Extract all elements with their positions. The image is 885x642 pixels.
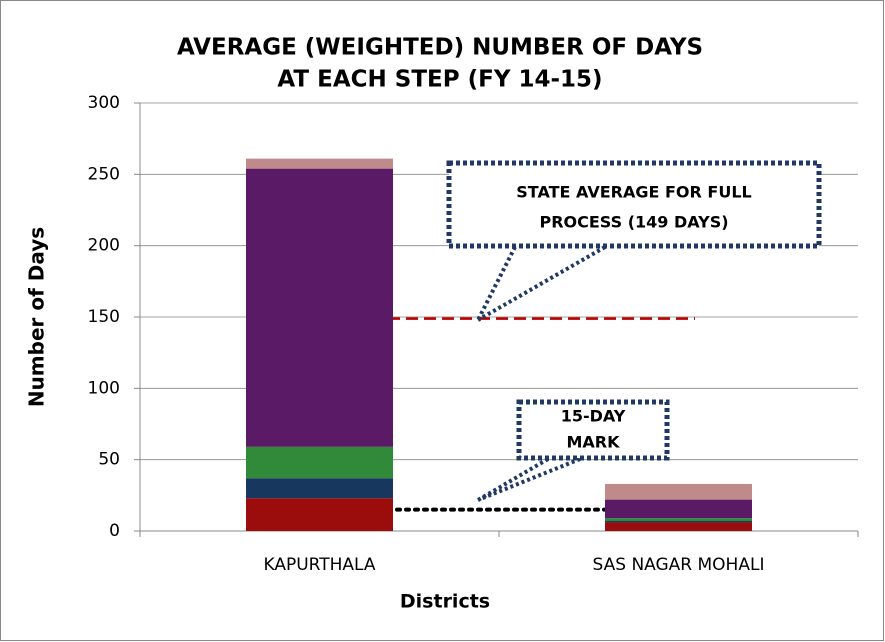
annotation-text: MARK (566, 433, 620, 452)
bar-segment (246, 498, 393, 531)
x-tick-label: SAS NAGAR MOHALI (593, 555, 765, 575)
bar-segment (605, 518, 752, 522)
annotation-text: STATE AVERAGE FOR FULL (516, 183, 751, 202)
y-tick-label: 250 (88, 164, 120, 184)
y-tick-label: 100 (88, 378, 120, 398)
x-axis-label: Districts (400, 591, 490, 613)
annotation-box (446, 160, 822, 249)
callout-line (477, 457, 581, 502)
bar-segment (246, 168, 393, 447)
callouts (446, 160, 822, 502)
chart-title: AVERAGE (WEIGHTED) NUMBER OF DAYS (177, 35, 703, 61)
y-tick-label: 200 (88, 236, 120, 256)
bar-segment (246, 158, 393, 169)
y-tick-label: 300 (88, 93, 120, 113)
bar-segment (605, 522, 752, 531)
bar-segment (605, 483, 752, 500)
y-tick-label: 50 (98, 450, 120, 470)
bar-segment (605, 499, 752, 519)
annotation-text: 15-DAY (561, 407, 626, 426)
annotation-text: PROCESS (149 DAYS) (539, 213, 728, 232)
bar-segment (605, 521, 752, 523)
y-axis-label: Number of Days (25, 227, 49, 407)
chart-title: AT EACH STEP (FY 14-15) (277, 67, 602, 93)
callout-line (476, 246, 517, 321)
y-tick-label: 0 (109, 521, 120, 541)
x-tick-label: KAPURTHALA (263, 555, 375, 575)
bar-segment (246, 478, 393, 499)
callout-line (477, 245, 606, 322)
bar-segment (246, 446, 393, 479)
annotation-box (516, 399, 670, 461)
y-tick-label: 150 (88, 307, 120, 327)
